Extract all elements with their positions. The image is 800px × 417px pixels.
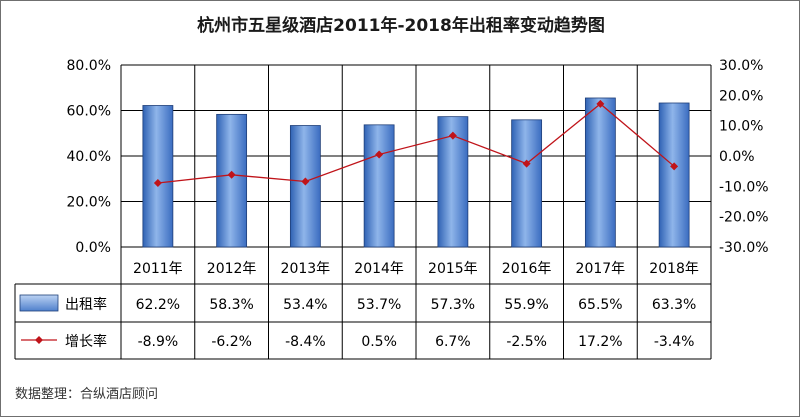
bar-2012年 (216, 113, 248, 248)
category-label: 2012年 (207, 261, 257, 277)
growth-point-2011年 (153, 178, 162, 187)
growth-point-2017年 (596, 99, 605, 108)
bar-2013年 (289, 125, 321, 248)
growth-point-2018年 (670, 162, 679, 171)
category-label: 2016年 (502, 261, 552, 277)
growth-value-label: -2.5% (506, 334, 547, 350)
growth-value-label: -6.2% (211, 334, 252, 350)
growth-point-2016年 (522, 159, 531, 168)
legend-bar-swatch (19, 294, 59, 312)
growth-value-label: 0.5% (361, 334, 397, 350)
right-tick-label: 20.0% (719, 88, 763, 104)
bar-value-label: 58.3% (209, 297, 253, 313)
bar-series (142, 97, 690, 248)
left-axis: 0.0% 20.0% 40.0% 60.0% 80.0% (67, 58, 111, 256)
grid-lines (120, 64, 712, 359)
growth-value-label: -3.4% (654, 334, 695, 350)
bar-value-label: 65.5% (578, 297, 622, 313)
legend-line-marker (35, 336, 43, 344)
data-table: 2011年 62.2% -8.9% 2012年 58.3% -6.2% 2013年 53.4%… (14, 261, 711, 360)
bar-2016年 (511, 119, 543, 248)
right-tick-label: -20.0% (719, 210, 769, 226)
growth-point-2015年 (448, 131, 457, 140)
growth-point-2012年 (227, 170, 236, 179)
bar-2017年 (584, 97, 616, 248)
growth-point-2013年 (301, 177, 310, 186)
line-series (153, 99, 679, 187)
left-tick-label: 20.0% (67, 195, 111, 211)
growth-value-label: 17.2% (578, 334, 622, 350)
bar-2011年 (142, 105, 174, 248)
legend-line-label: 增长率 (65, 333, 107, 350)
growth-line (157, 102, 675, 184)
category-label: 2014年 (354, 261, 404, 277)
growth-value-label: 6.7% (435, 334, 471, 350)
bar-value-label: 53.7% (357, 297, 401, 313)
bar-value-label: 57.3% (431, 297, 475, 313)
bar-value-label: 55.9% (504, 297, 548, 313)
data-source-credit: 数据整理：合纵酒店顾问 (15, 387, 158, 402)
bar-value-label: 53.4% (283, 297, 327, 313)
right-tick-label: 0.0% (719, 149, 755, 165)
category-label: 2013年 (281, 261, 331, 277)
bar-2014年 (363, 124, 395, 248)
growth-value-label: -8.4% (285, 334, 326, 350)
legend-bar-label: 出租率 (65, 296, 107, 313)
category-label: 2017年 (576, 261, 626, 277)
right-tick-label: 10.0% (719, 119, 763, 135)
bar-value-label: 63.3% (652, 297, 696, 313)
category-label: 2011年 (133, 261, 183, 277)
left-tick-label: 60.0% (67, 104, 111, 120)
chart-title: 杭州市五星级酒店2011年-2018年出租率变动趋势图 (197, 15, 605, 36)
category-label: 2018年 (649, 261, 699, 277)
right-axis: -30.0% -20.0% -10.0% 0.0% 10.0% 20.0% 30.0% (719, 58, 769, 256)
left-tick-label: 0.0% (75, 240, 111, 256)
right-tick-label: -10.0% (719, 179, 769, 195)
left-tick-label: 80.0% (67, 58, 111, 74)
left-tick-label: 40.0% (67, 149, 111, 165)
category-label: 2015年 (428, 261, 478, 277)
growth-point-2014年 (375, 150, 384, 159)
right-tick-label: -30.0% (719, 240, 769, 256)
right-tick-label: 30.0% (719, 58, 763, 74)
growth-value-label: -8.9% (138, 334, 179, 350)
bar-2018年 (658, 102, 690, 248)
bar-value-label: 62.2% (136, 297, 180, 313)
